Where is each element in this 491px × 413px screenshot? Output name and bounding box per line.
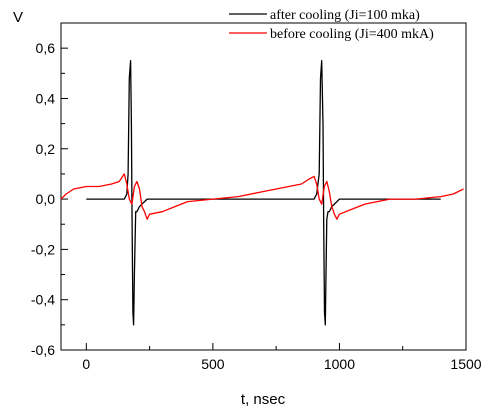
y-tick-label: -0,2 xyxy=(31,241,55,257)
y-tick-label: -0,6 xyxy=(31,342,55,358)
plot-frame xyxy=(60,22,467,351)
y-tick-label: 0,6 xyxy=(36,40,56,56)
x-tick-label: 0 xyxy=(82,356,90,372)
x-tick-label: 1500 xyxy=(450,356,481,372)
y-axis-label: V xyxy=(13,9,23,26)
y-tick-label: 0,0 xyxy=(36,191,56,207)
y-tick-label: 0,4 xyxy=(36,90,56,106)
series-line-2 xyxy=(61,173,464,220)
series-line-1 xyxy=(86,60,441,326)
x-axis-label: t, nsec xyxy=(241,391,286,408)
x-tick-label: 1000 xyxy=(324,356,355,372)
y-tick-label: -0,4 xyxy=(31,292,55,308)
legend: after cooling (Ji=100 mka) before cooling… xyxy=(229,8,434,42)
legend-label-2: before cooling (Ji=400 mkA) xyxy=(270,27,434,42)
legend-label-1: after cooling (Ji=100 mka) xyxy=(270,8,420,23)
y-tick-label: 0,2 xyxy=(36,141,56,157)
x-tick-label: 500 xyxy=(201,356,225,372)
